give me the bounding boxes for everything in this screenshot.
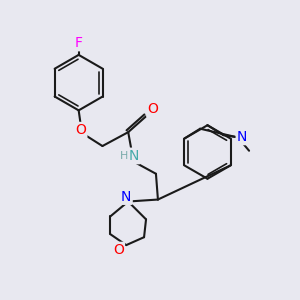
Text: N: N	[121, 190, 131, 204]
Text: O: O	[75, 123, 86, 137]
Text: O: O	[113, 243, 124, 257]
Text: N: N	[237, 130, 247, 144]
Text: F: F	[75, 36, 83, 50]
Text: H: H	[120, 151, 128, 161]
Text: N: N	[129, 149, 139, 163]
Text: O: O	[148, 102, 158, 116]
